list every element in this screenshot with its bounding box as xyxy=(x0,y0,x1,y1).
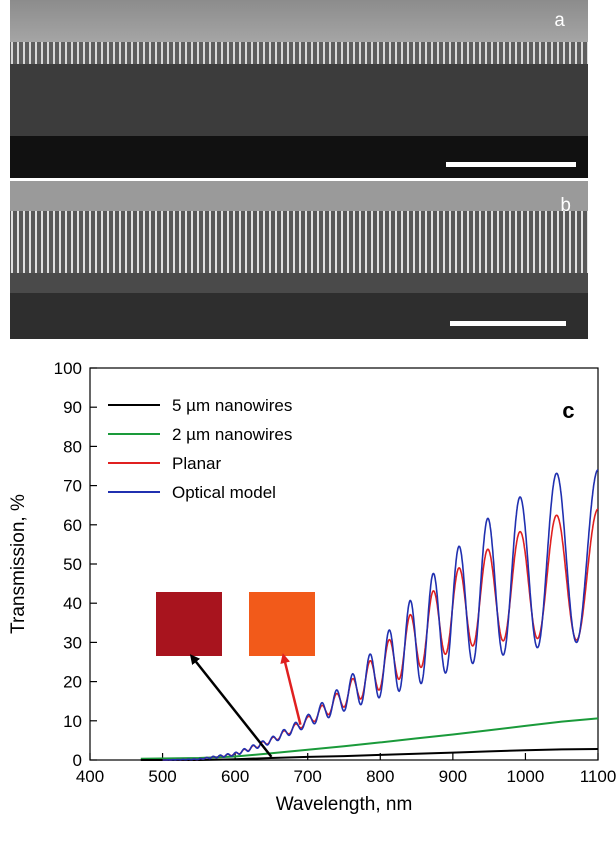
x-tick-label-500: 500 xyxy=(148,767,176,786)
color-swatch-1 xyxy=(249,592,315,656)
x-tick-label-400: 400 xyxy=(76,767,104,786)
y-tick-label-80: 80 xyxy=(63,437,82,456)
series-line-2 xyxy=(162,508,599,761)
arrow-1 xyxy=(280,653,302,726)
x-tick-label-900: 900 xyxy=(439,767,467,786)
x-tick-label-1100: 1100 xyxy=(580,767,616,786)
legend-label-1: 2 µm nanowires xyxy=(172,425,292,444)
x-axis-label: Wavelength, nm xyxy=(276,794,413,815)
y-tick-label-70: 70 xyxy=(63,477,82,496)
y-tick-label-0: 0 xyxy=(73,751,82,770)
x-tick-label-800: 800 xyxy=(366,767,394,786)
axis-ticks: 400 500 600 700 800 900 1000 1100 0 10 20 30 40 50 60 7… xyxy=(54,359,616,786)
legend-label-3: Optical model xyxy=(172,483,276,502)
x-tick-label-600: 600 xyxy=(221,767,249,786)
series-line-1 xyxy=(140,717,599,760)
y-tick-label-10: 10 xyxy=(63,712,82,731)
y-tick-label-50: 50 xyxy=(63,555,82,574)
series-line-3 xyxy=(162,469,599,761)
sem-image-a: a xyxy=(10,0,588,178)
plot-frame xyxy=(89,367,599,761)
scale-bar-a xyxy=(446,162,576,167)
y-tick-label-90: 90 xyxy=(63,398,82,417)
legend-label-0: 5 µm nanowires xyxy=(172,396,292,415)
y-tick-label-40: 40 xyxy=(63,594,82,613)
legend-label-2: Planar xyxy=(172,454,221,473)
x-tick-label-700: 700 xyxy=(294,767,322,786)
y-tick-label-30: 30 xyxy=(63,633,82,652)
panel-label-b: b xyxy=(560,195,572,217)
annotations xyxy=(156,592,315,758)
panel-label-a: a xyxy=(554,10,566,32)
y-tick-label-60: 60 xyxy=(63,516,82,535)
sem-image-b-graphic xyxy=(10,181,588,339)
sem-image-a-graphic xyxy=(10,0,588,178)
y-tick-label-100: 100 xyxy=(54,359,82,378)
scale-bar-b xyxy=(450,321,566,326)
panel-label-c: c xyxy=(562,400,575,425)
arrow-0 xyxy=(189,654,273,758)
x-tick-label-1000: 1000 xyxy=(507,767,545,786)
transmission-chart: 400 500 600 700 800 900 1000 1100 0 10 20 30 40 50 60 7… xyxy=(8,359,616,815)
series-lines xyxy=(140,469,599,761)
legend: 5 µm nanowires 2 µm nanowires Planar Optica… xyxy=(108,396,292,502)
color-swatch-0 xyxy=(156,592,222,656)
y-axis-label: Transmission, % xyxy=(8,494,29,634)
sem-image-b: b xyxy=(10,181,588,339)
y-tick-label-20: 20 xyxy=(63,673,82,692)
series-line-0 xyxy=(140,748,599,761)
plot-area xyxy=(89,367,599,761)
